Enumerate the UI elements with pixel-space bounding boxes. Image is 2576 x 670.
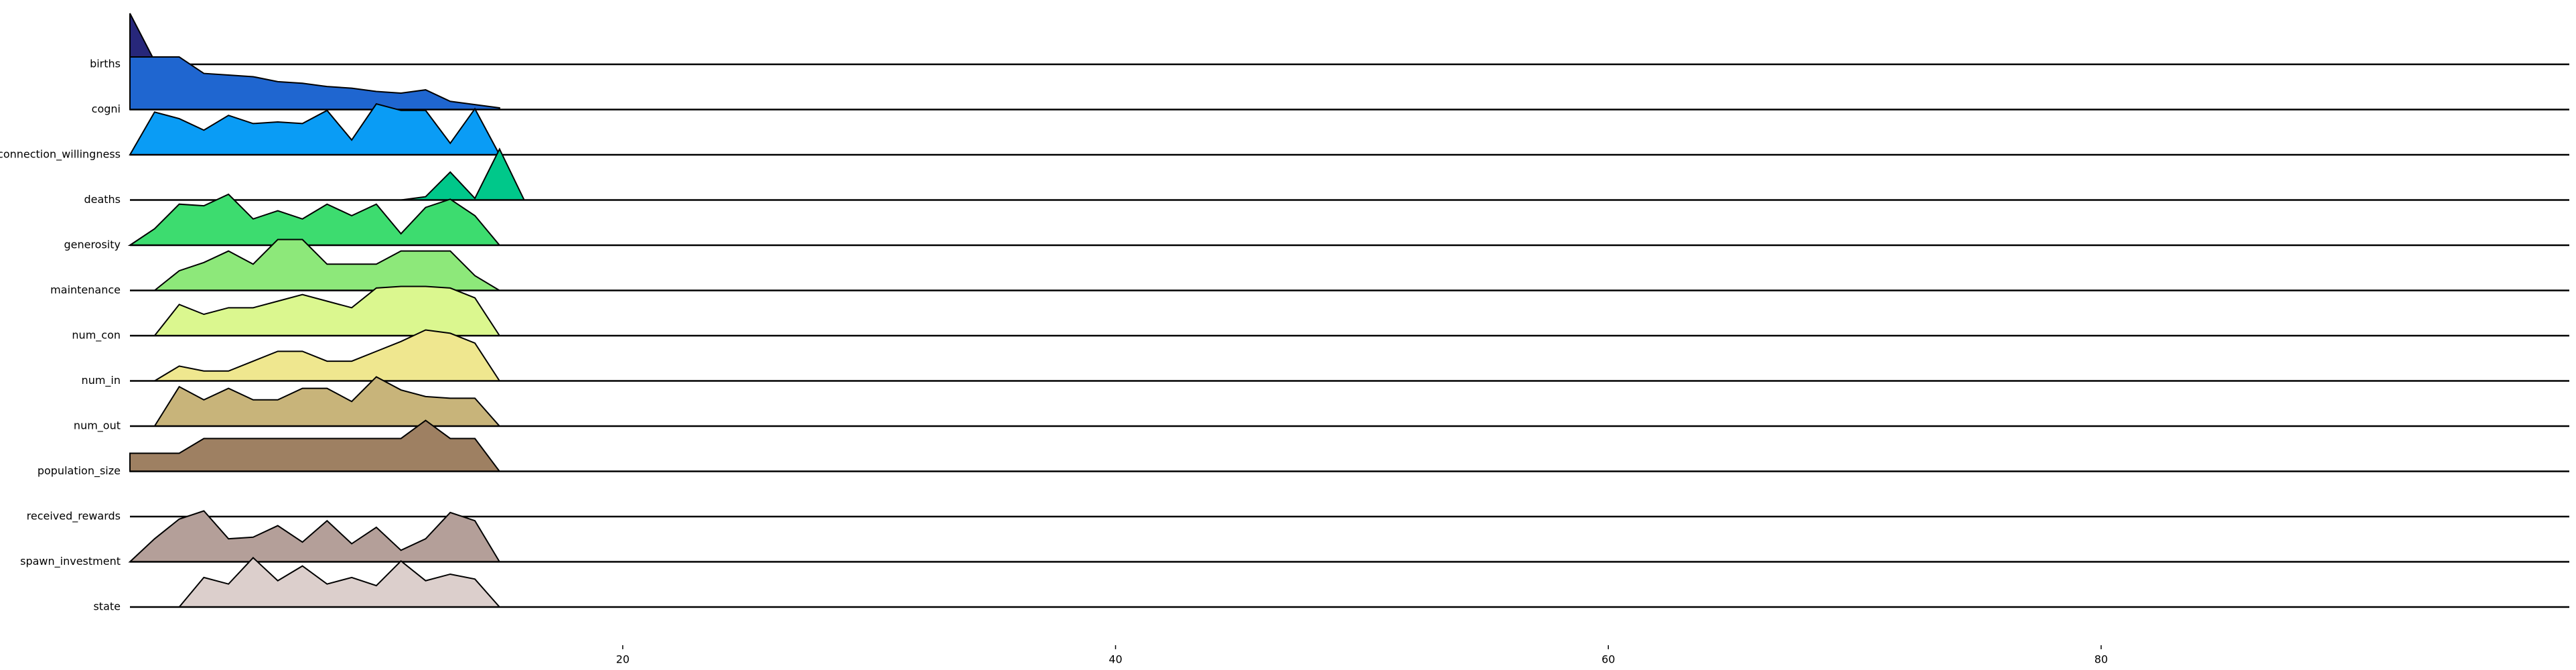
ridge-area: [129, 13, 500, 65]
ridge-area: [130, 285, 501, 336]
x-tick-label: 60: [1601, 653, 1615, 666]
x-tick-label: 40: [1108, 653, 1122, 666]
row-label: received_rewards: [27, 510, 121, 523]
row-label: generosity: [64, 239, 121, 251]
row-label: num_in: [82, 374, 121, 387]
row-label: num_out: [74, 419, 121, 433]
row-label: births: [90, 58, 121, 70]
row-label: cogni: [92, 103, 121, 115]
row-label: state: [93, 600, 121, 613]
x-tick-label: 20: [616, 653, 630, 666]
ridge-area: [129, 103, 501, 155]
ridge-area: [129, 56, 500, 111]
row-label: spawn_investment: [20, 555, 121, 568]
ridge-area: [128, 510, 501, 563]
row-label: maintenance: [50, 283, 121, 296]
ridge-area: [130, 147, 526, 201]
row-label: deaths: [84, 193, 121, 206]
ridge-area: [130, 329, 501, 382]
ridge-area: [127, 193, 501, 246]
row-label: population_size: [38, 464, 121, 478]
ridge-area: [130, 557, 502, 608]
row-label: connection_willingness: [0, 148, 121, 161]
x-tick-label: 80: [2094, 653, 2108, 666]
ridge-area: [130, 376, 502, 427]
ridge-area: [130, 239, 502, 291]
ridge-area: [129, 419, 501, 472]
row-label: num_con: [72, 329, 121, 342]
